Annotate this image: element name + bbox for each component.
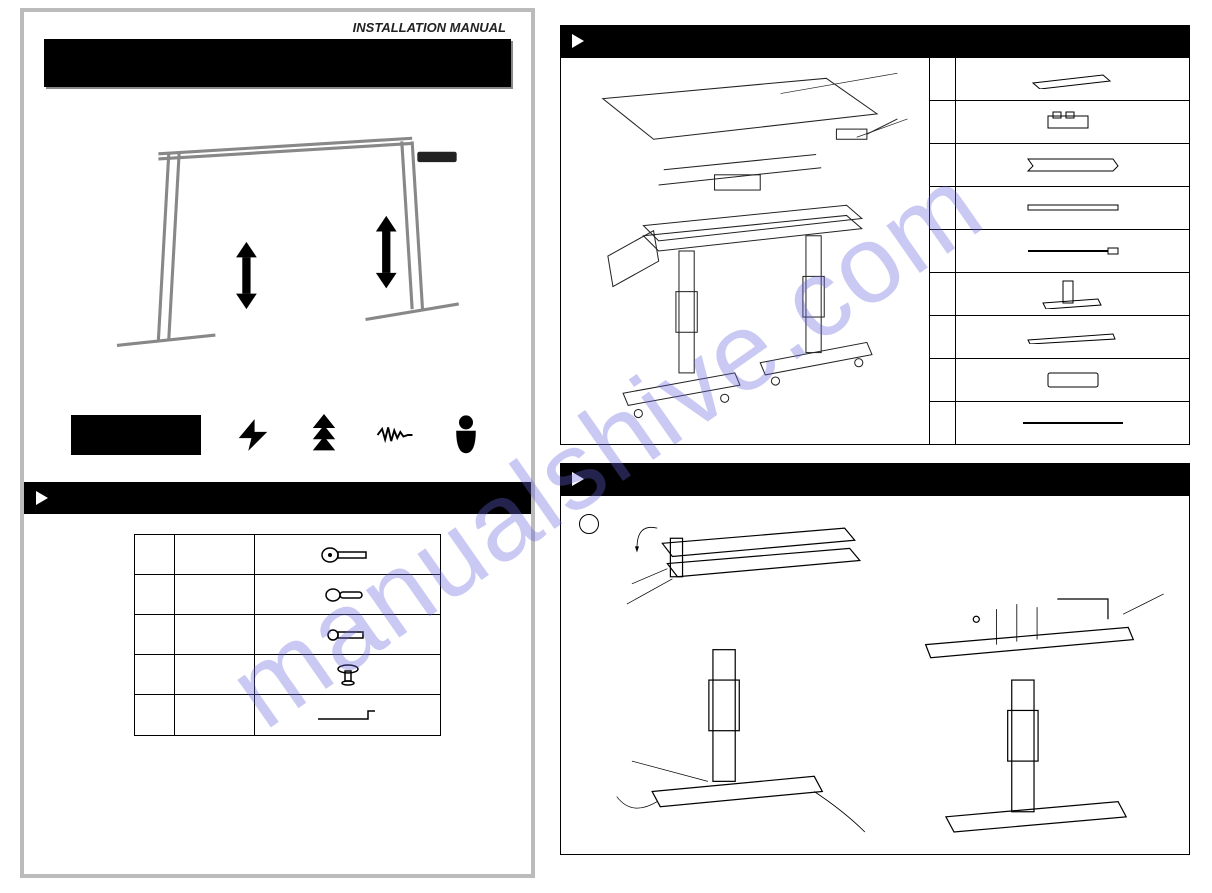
load-icon xyxy=(447,414,485,456)
title-bar xyxy=(44,39,511,87)
parts-row xyxy=(930,402,1189,444)
header-label: INSTALLATION MANUAL xyxy=(24,12,531,39)
step-number-circle xyxy=(579,514,599,534)
parts-list xyxy=(929,58,1189,444)
parts-row xyxy=(930,230,1189,273)
parts-row xyxy=(930,58,1189,101)
hardware-table xyxy=(134,534,441,736)
section-bar-r2 xyxy=(560,463,1190,495)
parts-row xyxy=(930,144,1189,187)
parts-row xyxy=(930,359,1189,402)
right-page xyxy=(560,25,1190,885)
exploded-diagram xyxy=(561,58,929,444)
left-page: INSTALLATION MANUAL xyxy=(20,8,535,878)
hardware-row xyxy=(135,695,440,735)
right-section-2 xyxy=(560,463,1190,858)
play-icon xyxy=(36,491,48,505)
speed-icon xyxy=(305,414,343,456)
hardware-row xyxy=(135,575,440,615)
noise-icon xyxy=(376,414,414,456)
assembly-steps xyxy=(560,495,1190,855)
product-image-area xyxy=(54,102,501,392)
parts-row xyxy=(930,316,1189,359)
power-icon xyxy=(234,414,272,456)
hardware-row xyxy=(135,655,440,695)
section-bar-r1 xyxy=(560,25,1190,57)
play-icon xyxy=(572,472,584,486)
spec-label-box xyxy=(71,415,201,455)
specs-row xyxy=(54,407,501,462)
parts-row xyxy=(930,273,1189,316)
hardware-row xyxy=(135,615,440,655)
parts-row xyxy=(930,187,1189,230)
hardware-row xyxy=(135,535,440,575)
parts-row xyxy=(930,101,1189,144)
section-bar-left xyxy=(24,482,531,514)
exploded-view xyxy=(560,57,1190,445)
play-icon xyxy=(572,34,584,48)
right-section-1 xyxy=(560,25,1190,445)
